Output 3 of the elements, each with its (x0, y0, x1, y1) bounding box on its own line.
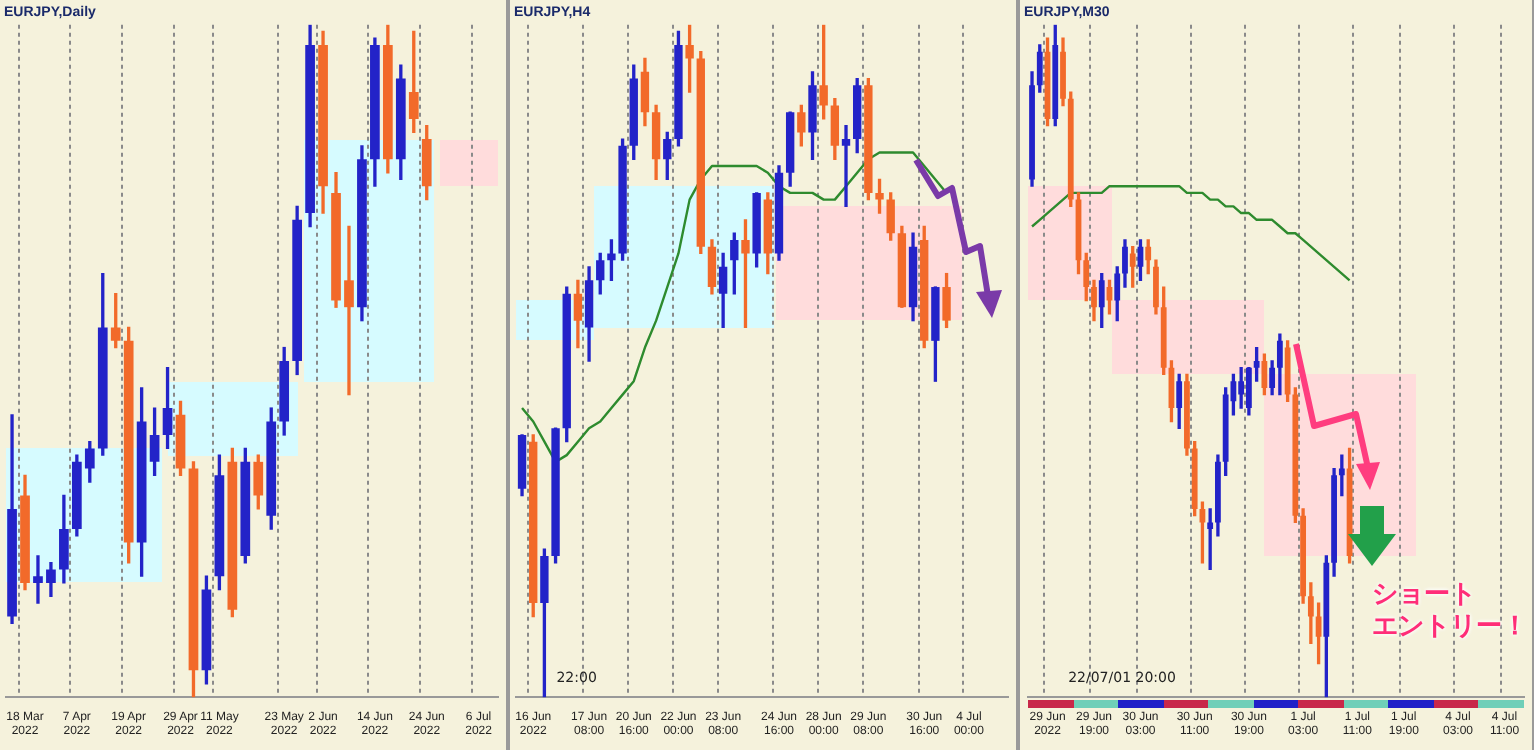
candlestick (841, 125, 851, 208)
annotation: エントリー！ (1372, 612, 1528, 642)
annotation: ショート (1372, 580, 1476, 610)
